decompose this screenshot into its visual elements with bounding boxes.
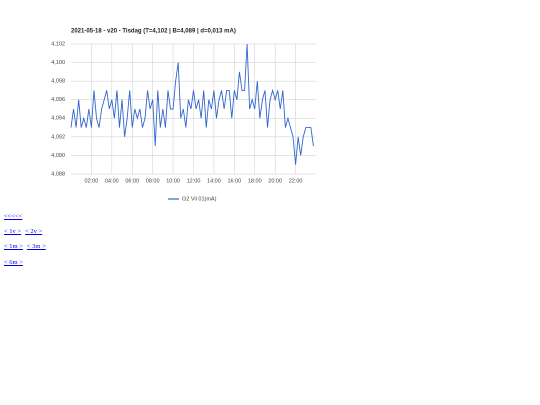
data-line	[70, 43, 314, 165]
nav-link[interactable]: < 6m >	[4, 258, 23, 266]
x-tick-label: 12:00	[187, 178, 201, 184]
y-tick-label: 4,088	[51, 171, 65, 177]
x-tick-label: 20:00	[268, 178, 282, 184]
legend-label: G2 Vil 01(mA)	[182, 196, 217, 202]
nav-link[interactable]: <<<<<	[4, 213, 23, 220]
x-tick-label: 06:00	[125, 178, 139, 184]
x-tick-label: 16:00	[227, 178, 241, 184]
chart: 2021-05-18 - v20 - Tisdag (T=4,102 | B=4…	[51, 29, 316, 202]
x-tick-label: 14:00	[207, 178, 221, 184]
x-tick-label: 10:00	[166, 178, 180, 184]
x-tick-label: 18:00	[248, 178, 262, 184]
x-tick-label: 08:00	[146, 178, 160, 184]
link-row: <<<<<	[4, 213, 50, 228]
nav-link[interactable]: < 3m >	[26, 243, 46, 251]
link-row: < 1m > < 3m >	[4, 243, 50, 258]
y-tick-label: 4,094	[51, 116, 65, 122]
link-row: < 6m >	[4, 259, 50, 274]
chart-title: 2021-05-18 - v20 - Tisdag (T=4,102 | B=4…	[71, 29, 236, 35]
link-list: <<<<< < 1v > < 2v > < 1m > < 3m > < 6m >	[4, 213, 50, 274]
nav-link[interactable]: < 1m >	[4, 243, 23, 251]
x-tick-label: 02:00	[85, 178, 99, 184]
nav-link[interactable]: < 1v >	[4, 228, 22, 236]
y-tick-label: 4,102	[51, 41, 65, 47]
x-tick-label: 22:00	[289, 178, 303, 184]
y-tick-label: 4,096	[51, 97, 65, 103]
x-tick-label: 04:00	[105, 178, 119, 184]
nav-link[interactable]: < 2v >	[25, 228, 43, 236]
y-tick-label: 4,098	[51, 79, 65, 85]
y-tick-label: 4,092	[51, 134, 65, 140]
y-tick-label: 4,100	[51, 60, 65, 66]
y-tick-label: 4,090	[51, 153, 65, 159]
link-row: < 1v > < 2v >	[4, 228, 50, 243]
